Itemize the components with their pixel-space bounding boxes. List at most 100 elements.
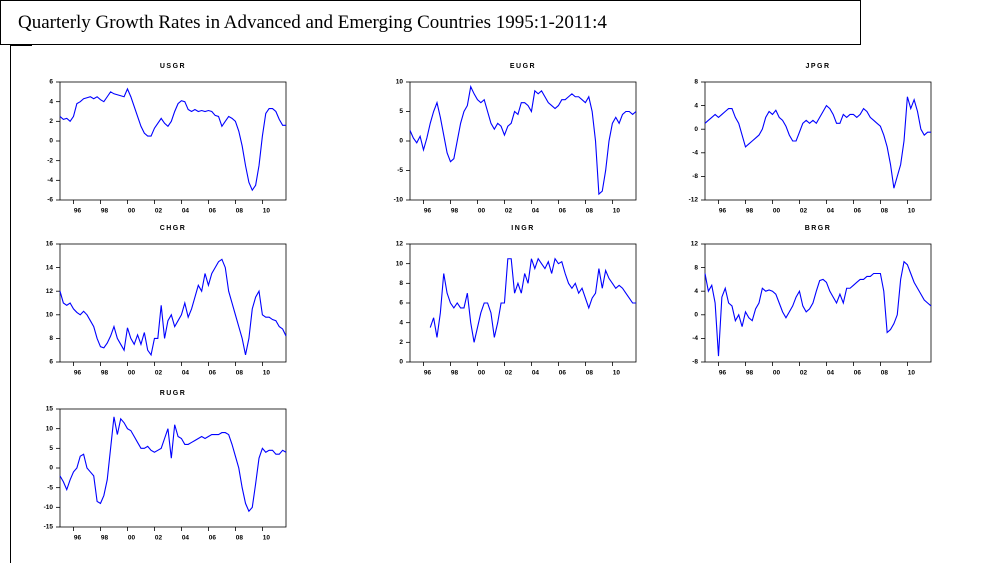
y-tick-label: -5 bbox=[47, 484, 53, 491]
x-tick-label: 96 bbox=[74, 208, 82, 215]
x-tick-label: 98 bbox=[101, 208, 109, 215]
y-tick-label: 0 bbox=[694, 126, 698, 133]
y-tick-label: 8 bbox=[399, 280, 403, 287]
y-tick-label: 4 bbox=[49, 98, 53, 105]
x-tick-label: 98 bbox=[451, 208, 459, 215]
x-tick-label: 10 bbox=[908, 370, 916, 377]
x-tick-label: 98 bbox=[451, 370, 459, 377]
y-tick-label: 12 bbox=[691, 241, 699, 248]
x-tick-label: 08 bbox=[586, 370, 594, 377]
x-tick-label: 10 bbox=[263, 208, 271, 215]
y-tick-label: 10 bbox=[396, 79, 404, 86]
figure-title: Quarterly Growth Rates in Advanced and E… bbox=[18, 12, 607, 33]
x-tick-label: 06 bbox=[209, 370, 217, 377]
x-tick-label: 96 bbox=[424, 208, 432, 215]
y-tick-label: 8 bbox=[694, 79, 698, 86]
x-tick-label: 10 bbox=[263, 370, 271, 377]
y-tick-label: -8 bbox=[692, 359, 698, 366]
x-tick-label: 04 bbox=[532, 208, 540, 215]
y-tick-label: 14 bbox=[46, 264, 54, 271]
x-tick-label: 00 bbox=[128, 208, 136, 215]
plot-frame bbox=[409, 81, 637, 201]
plot-frame bbox=[704, 81, 932, 201]
plot-frame bbox=[59, 81, 287, 201]
y-tick-label: 4 bbox=[694, 102, 698, 109]
plot-frame bbox=[59, 408, 287, 528]
x-tick-label: 06 bbox=[209, 208, 217, 215]
x-tick-label: 06 bbox=[209, 535, 217, 542]
y-tick-label: -15 bbox=[44, 524, 54, 531]
x-tick-label: 06 bbox=[559, 370, 567, 377]
x-tick-label: 10 bbox=[613, 208, 621, 215]
y-tick-label: -2 bbox=[47, 157, 53, 164]
y-tick-label: 10 bbox=[46, 425, 54, 432]
x-tick-label: 96 bbox=[719, 370, 727, 377]
x-tick-label: 10 bbox=[613, 370, 621, 377]
x-tick-label: 10 bbox=[908, 208, 916, 215]
y-tick-label: -10 bbox=[394, 197, 404, 204]
x-tick-label: 08 bbox=[236, 535, 244, 542]
y-tick-label: 10 bbox=[46, 312, 54, 319]
x-tick-label: 02 bbox=[800, 370, 808, 377]
y-tick-label: -8 bbox=[692, 173, 698, 180]
title-box bbox=[0, 0, 861, 45]
x-tick-label: 00 bbox=[478, 208, 486, 215]
y-tick-label: 8 bbox=[694, 264, 698, 271]
x-tick-label: 08 bbox=[881, 370, 889, 377]
y-tick-label: -6 bbox=[47, 197, 53, 204]
x-tick-label: 02 bbox=[155, 208, 163, 215]
y-tick-label: -10 bbox=[44, 504, 54, 511]
x-tick-label: 02 bbox=[505, 370, 513, 377]
x-tick-label: 04 bbox=[182, 208, 190, 215]
y-tick-label: 15 bbox=[46, 406, 54, 413]
data-line bbox=[409, 84, 637, 196]
chart-title: CHGR bbox=[160, 225, 187, 232]
x-tick-label: 02 bbox=[800, 208, 808, 215]
x-tick-label: 04 bbox=[532, 370, 540, 377]
x-tick-label: 06 bbox=[854, 208, 862, 215]
y-tick-label: 0 bbox=[49, 138, 53, 145]
data-line bbox=[59, 87, 286, 192]
x-tick-label: 96 bbox=[424, 370, 432, 377]
y-tick-label: 6 bbox=[49, 79, 53, 86]
x-tick-label: 00 bbox=[773, 208, 781, 215]
x-tick-label: 00 bbox=[773, 370, 781, 377]
x-tick-label: 00 bbox=[128, 535, 136, 542]
x-tick-label: 98 bbox=[746, 208, 754, 215]
y-tick-label: 5 bbox=[399, 108, 403, 115]
y-tick-label: 0 bbox=[49, 465, 53, 472]
x-tick-label: 06 bbox=[854, 370, 862, 377]
x-tick-label: 98 bbox=[101, 370, 109, 377]
x-tick-label: 98 bbox=[746, 370, 754, 377]
y-tick-label: -12 bbox=[689, 197, 699, 204]
x-tick-label: 96 bbox=[719, 208, 727, 215]
y-tick-label: 0 bbox=[694, 312, 698, 319]
plot-frame bbox=[704, 243, 932, 363]
chart-title: BRGR bbox=[805, 225, 832, 232]
x-tick-label: 02 bbox=[505, 208, 513, 215]
y-tick-label: 2 bbox=[49, 118, 53, 125]
y-tick-label: -5 bbox=[397, 167, 403, 174]
data-line bbox=[59, 258, 287, 357]
x-tick-label: 06 bbox=[559, 208, 567, 215]
x-tick-label: 02 bbox=[155, 535, 163, 542]
x-tick-label: 98 bbox=[101, 535, 109, 542]
chart-title: USGR bbox=[160, 63, 186, 70]
x-tick-label: 08 bbox=[236, 208, 244, 215]
chart-title: INGR bbox=[511, 225, 535, 232]
x-tick-label: 04 bbox=[182, 535, 190, 542]
plot-frame bbox=[409, 243, 637, 363]
y-tick-label: 10 bbox=[396, 260, 404, 267]
y-tick-label: -4 bbox=[692, 335, 698, 342]
chart-title: JPGR bbox=[805, 63, 830, 70]
x-tick-label: 04 bbox=[827, 208, 835, 215]
y-tick-label: 12 bbox=[46, 288, 54, 295]
chart-title: RUGR bbox=[160, 390, 187, 397]
data-line bbox=[59, 416, 287, 513]
x-tick-label: 96 bbox=[74, 370, 82, 377]
y-tick-label: 4 bbox=[694, 288, 698, 295]
y-tick-label: 0 bbox=[399, 359, 403, 366]
x-tick-label: 00 bbox=[478, 370, 486, 377]
chart-title: EUGR bbox=[510, 63, 536, 70]
